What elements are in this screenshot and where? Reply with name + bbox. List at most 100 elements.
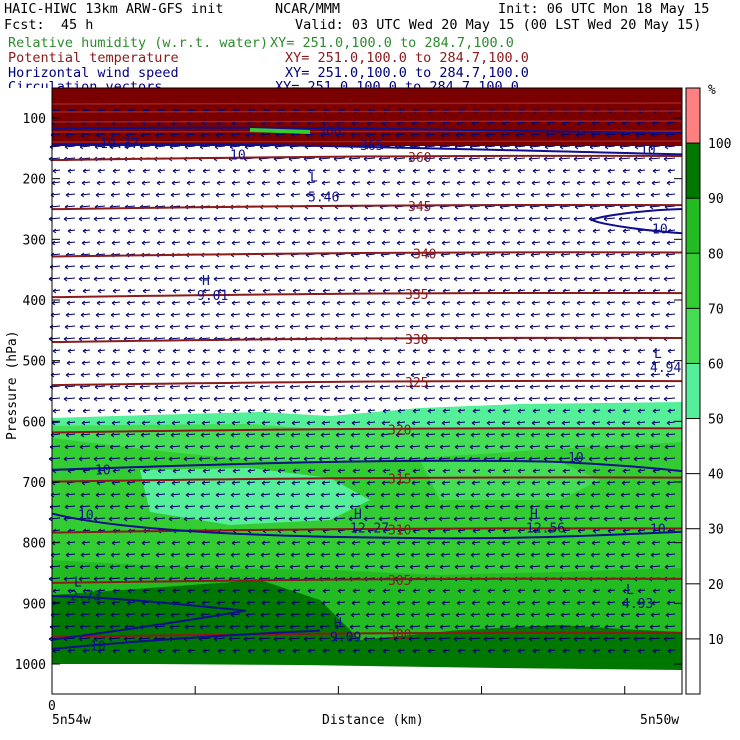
wind-vector-head — [501, 360, 506, 366]
wind-vector-head — [531, 180, 536, 186]
wind-vector-head — [155, 132, 160, 138]
wind-vector — [665, 313, 676, 316]
wind-vector-head — [366, 480, 371, 486]
wind-vector-head — [63, 336, 68, 342]
wind-vector-head — [66, 300, 71, 306]
wind-vector — [577, 589, 586, 592]
wind-speed-contour — [51, 595, 247, 641]
wind-vector — [621, 481, 631, 484]
wind-vector-head — [262, 468, 267, 474]
wind-vector — [531, 181, 541, 184]
wind-vector — [498, 397, 511, 400]
wind-vector — [306, 541, 316, 544]
wind-vector — [364, 265, 376, 268]
wind-vector-head — [438, 636, 443, 642]
wind-vector — [153, 517, 166, 520]
wind-vector-head — [142, 348, 147, 354]
wind-vector-head — [110, 372, 115, 378]
wind-vector-head — [289, 264, 294, 270]
wind-vector — [382, 589, 391, 592]
wind-vector-head — [273, 516, 278, 522]
wind-vector — [517, 289, 526, 292]
wind-vector — [607, 589, 616, 592]
wind-vector-head — [95, 492, 100, 498]
wind-vector — [335, 613, 346, 616]
wind-vector — [487, 589, 496, 592]
wind-vector — [560, 313, 571, 316]
wind-vector-head — [306, 480, 311, 486]
wind-vector — [154, 385, 166, 388]
wind-vector — [80, 133, 91, 136]
x-right-location: 5n50w — [640, 713, 679, 728]
wind-vector — [348, 217, 361, 220]
wind-vector — [454, 565, 466, 568]
wind-vector — [170, 193, 181, 196]
wind-vector — [230, 493, 241, 496]
wind-vector — [277, 469, 286, 472]
wind-vector-head — [590, 192, 595, 198]
wind-vector-head — [111, 420, 116, 426]
wind-vector — [530, 493, 541, 496]
wind-vector — [186, 241, 196, 244]
wind-vector — [97, 109, 106, 112]
wind-vector — [244, 265, 256, 268]
wind-vector — [336, 181, 346, 184]
wind-vector — [172, 289, 181, 292]
wind-vector-head — [575, 312, 580, 318]
wind-vector-head — [169, 144, 174, 150]
wind-vector-head — [200, 192, 205, 198]
wind-vector — [157, 589, 166, 592]
wind-vector-head — [486, 300, 491, 306]
wind-vector — [561, 481, 571, 484]
wind-vector-head — [108, 636, 113, 642]
wind-vector-head — [65, 372, 70, 378]
wind-vector-head — [545, 432, 550, 438]
wind-vector-head — [651, 300, 656, 306]
wind-vector-head — [322, 168, 327, 174]
field-vec-name: Circulation vectors — [8, 79, 163, 88]
wind-vector-head — [363, 216, 368, 222]
wind-vector — [516, 541, 526, 544]
wind-vector-head — [231, 600, 236, 606]
wind-vector-head — [81, 240, 86, 246]
wind-vector — [199, 385, 211, 388]
wind-vector — [153, 277, 166, 280]
wind-vector — [186, 301, 196, 304]
wind-vector-head — [82, 228, 87, 234]
wind-vector — [124, 205, 136, 208]
wind-vector-head — [500, 552, 505, 558]
wind-vector-head — [547, 468, 552, 474]
wind-vector-head — [501, 480, 506, 486]
wind-vector — [334, 565, 346, 568]
wind-vector — [170, 133, 181, 136]
wind-vector — [619, 325, 631, 328]
wind-vector — [93, 397, 106, 400]
wind-vector — [486, 361, 496, 364]
wind-vector-head — [290, 432, 295, 438]
wind-vector — [472, 469, 481, 472]
wind-vector-head — [621, 540, 626, 546]
wind-vector — [573, 157, 586, 160]
wind-vector — [303, 397, 316, 400]
wind-vector-head — [498, 516, 503, 522]
wind-vector — [395, 373, 406, 376]
wind-vector — [198, 577, 211, 580]
wind-vector-head — [139, 144, 144, 150]
rh-streak — [249, 128, 311, 134]
wind-vector-head — [651, 180, 656, 186]
wind-vector-head — [214, 324, 219, 330]
wind-vector-head — [140, 612, 145, 618]
wind-vector — [381, 601, 391, 604]
wind-vector-head — [348, 636, 353, 642]
wind-vector — [618, 637, 631, 640]
wind-vector-head — [442, 468, 447, 474]
wind-vector-head — [560, 312, 565, 318]
wind-vector — [591, 181, 601, 184]
wind-vector — [558, 637, 571, 640]
wind-vector — [349, 445, 361, 448]
wind-vector-head — [352, 648, 357, 654]
wind-vector-head — [394, 624, 399, 630]
wind-vector-head — [127, 408, 132, 414]
wind-vector — [320, 133, 331, 136]
